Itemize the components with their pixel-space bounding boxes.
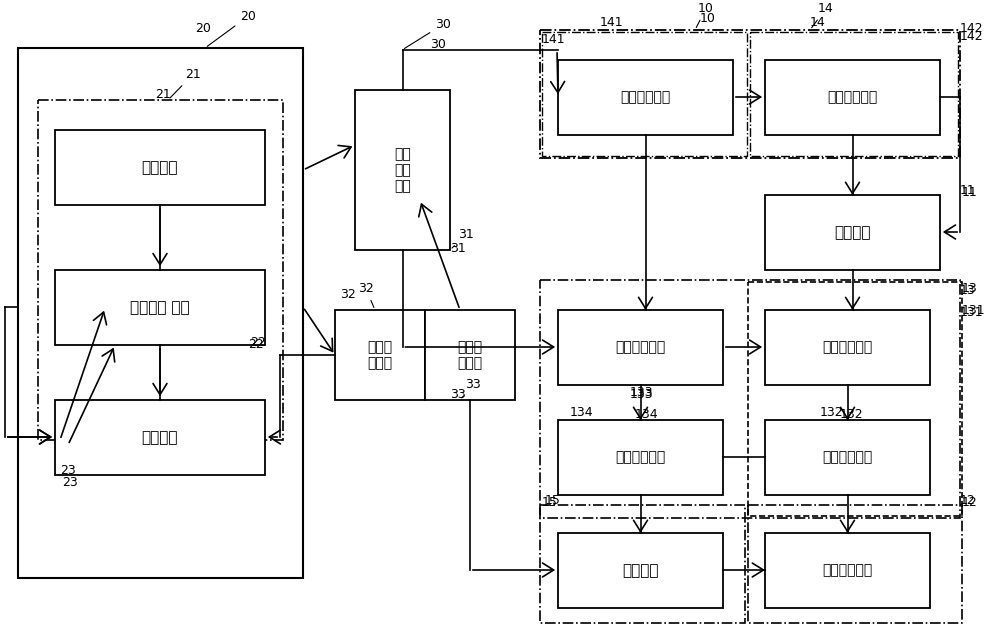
Text: 30: 30	[404, 18, 451, 48]
Bar	[355, 90, 450, 250]
Bar	[558, 310, 723, 385]
Bar	[55, 400, 265, 475]
Text: 接口电路单元: 接口电路单元	[822, 340, 873, 354]
Bar	[540, 280, 960, 518]
Text: 背光控制模组: 背光控制模组	[822, 563, 873, 578]
Bar	[335, 310, 425, 400]
Text: 134: 134	[635, 408, 659, 421]
Text: 12: 12	[962, 495, 978, 509]
Bar	[540, 30, 960, 158]
Text: 142: 142	[960, 30, 984, 43]
Bar	[38, 100, 283, 440]
Bar	[425, 310, 515, 400]
Bar	[540, 505, 745, 623]
Text: 驱动电路单元: 驱动电路单元	[615, 340, 666, 354]
Text: 20: 20	[195, 21, 211, 35]
Bar	[55, 130, 265, 205]
Text: 21: 21	[155, 89, 171, 102]
Bar	[750, 32, 958, 156]
Text: 13: 13	[960, 283, 976, 296]
Text: 供电模组: 供电模组	[622, 563, 659, 578]
Text: 32: 32	[340, 288, 356, 301]
Text: 显示
输出
电路: 显示 输出 电路	[394, 147, 411, 193]
Bar	[542, 32, 747, 156]
Text: 降压电路单元: 降压电路单元	[615, 450, 666, 465]
Text: 30: 30	[430, 38, 446, 51]
Text: 12: 12	[960, 494, 976, 507]
Bar	[55, 270, 265, 345]
Text: 131: 131	[962, 303, 986, 317]
Bar	[765, 195, 940, 270]
Text: 14: 14	[810, 16, 826, 28]
Text: 背光电路单元: 背光电路单元	[822, 450, 873, 465]
Text: 11: 11	[962, 187, 978, 200]
Text: 132: 132	[820, 406, 844, 418]
Text: 驱动芯片 模组: 驱动芯片 模组	[130, 300, 190, 315]
Text: 134: 134	[570, 406, 594, 418]
Text: 输出电
源模组: 输出电 源模组	[457, 340, 483, 370]
Text: 14: 14	[812, 2, 834, 28]
Text: 22: 22	[248, 338, 264, 352]
Text: 20: 20	[207, 10, 256, 46]
Text: 33: 33	[450, 389, 466, 401]
Bar	[558, 533, 723, 608]
Text: 11: 11	[960, 183, 976, 197]
Text: 21: 21	[170, 68, 201, 98]
Text: 131: 131	[960, 305, 984, 318]
Text: 33: 33	[462, 378, 481, 398]
Text: 10: 10	[696, 2, 714, 28]
Text: 132: 132	[840, 408, 864, 421]
Text: 23: 23	[62, 477, 78, 489]
Text: 142: 142	[960, 21, 984, 35]
Text: 15: 15	[545, 494, 561, 507]
Bar	[558, 60, 733, 135]
Text: 22: 22	[250, 335, 266, 349]
Bar	[765, 60, 940, 135]
Bar	[765, 310, 930, 385]
Text: 31: 31	[452, 228, 474, 248]
Text: 触摸模组: 触摸模组	[142, 160, 178, 175]
Text: 13: 13	[962, 281, 978, 295]
Bar	[748, 505, 962, 623]
Text: 23: 23	[60, 463, 76, 477]
Text: 通讯输
出模组: 通讯输 出模组	[367, 340, 393, 370]
Bar	[765, 420, 930, 495]
Text: 10: 10	[700, 11, 716, 24]
Bar	[748, 282, 962, 516]
Text: 141: 141	[542, 33, 566, 46]
Bar	[765, 533, 930, 608]
Text: 133: 133	[630, 386, 654, 399]
Bar	[18, 48, 303, 578]
Text: 141: 141	[600, 16, 624, 28]
Bar	[558, 420, 723, 495]
Text: 输入接口单元: 输入接口单元	[620, 90, 671, 104]
Text: 133: 133	[630, 389, 654, 401]
Text: 32: 32	[358, 282, 374, 308]
Text: 15: 15	[542, 495, 558, 509]
Text: 31: 31	[450, 242, 466, 254]
Text: 通讯模组: 通讯模组	[142, 430, 178, 445]
Text: 显示模组: 显示模组	[834, 225, 871, 240]
Text: 信号检测单元: 信号检测单元	[827, 90, 878, 104]
